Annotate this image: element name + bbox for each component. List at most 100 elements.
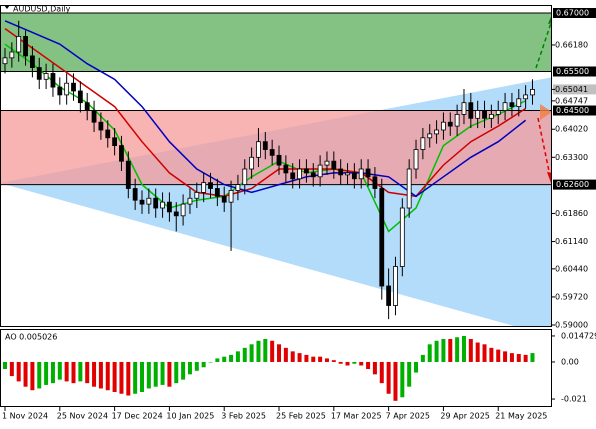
candle-body (23, 35, 28, 57)
ao-bar (71, 361, 76, 384)
x-tick-label: 25 Feb 2025 (276, 412, 326, 421)
ao-bar (461, 336, 466, 362)
candle-body (221, 195, 227, 203)
candle-body (132, 188, 138, 201)
price-frame (0, 5, 552, 327)
ao-bar (201, 361, 206, 368)
x-tick-label: 21 May 2025 (495, 412, 547, 421)
signal-arrow (540, 104, 552, 120)
candle-body (420, 137, 426, 150)
candle-body (365, 168, 371, 178)
candle-body (228, 190, 234, 203)
candle-body (345, 172, 350, 176)
candle-body (276, 154, 282, 166)
price-label-box (553, 84, 596, 95)
chart-title: AUDUSD,Daily (13, 5, 71, 14)
x-tick-label: 7 Apr 2025 (386, 412, 430, 421)
ao-bar (468, 339, 473, 362)
ao-bar (242, 347, 247, 362)
ao-bar (98, 361, 103, 389)
candle-body (160, 201, 165, 209)
candle-body (351, 172, 357, 180)
ao-bar (379, 361, 384, 384)
ao-bar (167, 361, 172, 387)
x-tick-label: 29 Apr 2025 (440, 412, 489, 421)
candle-body (256, 141, 261, 158)
price-label: 0.64747 (555, 96, 588, 105)
ao-bar (400, 361, 405, 398)
candle-body (30, 55, 35, 68)
candle-body (139, 199, 145, 205)
level-label-box (553, 7, 596, 18)
ao-y-tick-label: 0.014729 (561, 331, 596, 340)
ao-bar (290, 351, 295, 362)
candle-body (125, 160, 131, 189)
indicator-lines (4, 20, 527, 233)
candle-body (413, 149, 419, 170)
candle-body (249, 156, 255, 170)
level-label-box (553, 179, 596, 190)
ma-line (4, 20, 527, 198)
ao-frame (0, 329, 552, 407)
candle-body (502, 102, 508, 111)
ma-line (4, 27, 527, 198)
y-tick-label: 0.59000 (555, 321, 588, 330)
candle-body (324, 160, 330, 166)
ao-bar (16, 361, 21, 382)
ao-bar (235, 351, 240, 362)
ao-bar (331, 360, 336, 362)
ao-bar (44, 361, 49, 385)
candle-body (358, 168, 364, 180)
ao-bar (489, 347, 494, 362)
level-label: 0.65500 (556, 67, 589, 76)
ao-bar (153, 361, 158, 387)
ao-bar (407, 361, 412, 387)
candle-body (153, 197, 159, 209)
y-tick-label: 0.66180 (555, 40, 588, 49)
ao-bar (85, 361, 90, 384)
candle-body (304, 168, 309, 174)
zone (0, 12, 552, 72)
candle-body (441, 121, 446, 131)
candle-body (98, 121, 104, 131)
ao-bar (208, 361, 213, 363)
x-tick-label: 10 Jan 2025 (166, 412, 214, 421)
ao-bar (112, 361, 117, 392)
y-tick-label: 0.61860 (555, 209, 588, 218)
level-label: 0.67000 (556, 8, 589, 17)
ao-bar (181, 361, 186, 380)
ao-bar (50, 361, 55, 384)
price-panel (0, 12, 552, 327)
candle-body (187, 197, 193, 205)
candle-body (201, 182, 207, 193)
ao-bar (57, 361, 62, 380)
down-arrowhead (547, 172, 552, 183)
level-label-box (553, 105, 596, 116)
x-tick-label: 25 Nov 2024 (57, 412, 108, 421)
candle-body (214, 188, 220, 197)
ao-bar (133, 361, 138, 394)
ao-bar (509, 353, 514, 362)
ao-bar (338, 361, 343, 364)
y-tick-label: 0.60440 (555, 264, 588, 273)
ao-bar (174, 361, 179, 384)
candle-body (379, 188, 385, 287)
candle-body (36, 67, 42, 80)
candle-body (112, 137, 118, 147)
candle-body (523, 94, 529, 100)
ao-bar (194, 361, 199, 371)
y-tick-label: 0.61140 (555, 237, 588, 246)
level-label: 0.62600 (556, 180, 589, 189)
candle-body (71, 82, 76, 92)
candle-body (530, 89, 535, 96)
ao-bar (263, 339, 268, 362)
ao-bar (427, 344, 432, 362)
ao-bar (386, 361, 391, 394)
ao-bar (249, 344, 254, 362)
candle-body (167, 201, 172, 213)
candle-body (146, 197, 152, 205)
ao-bar (516, 354, 521, 362)
ao-bar (448, 339, 453, 362)
ao-bar (359, 361, 364, 366)
ao-bar (372, 361, 377, 375)
